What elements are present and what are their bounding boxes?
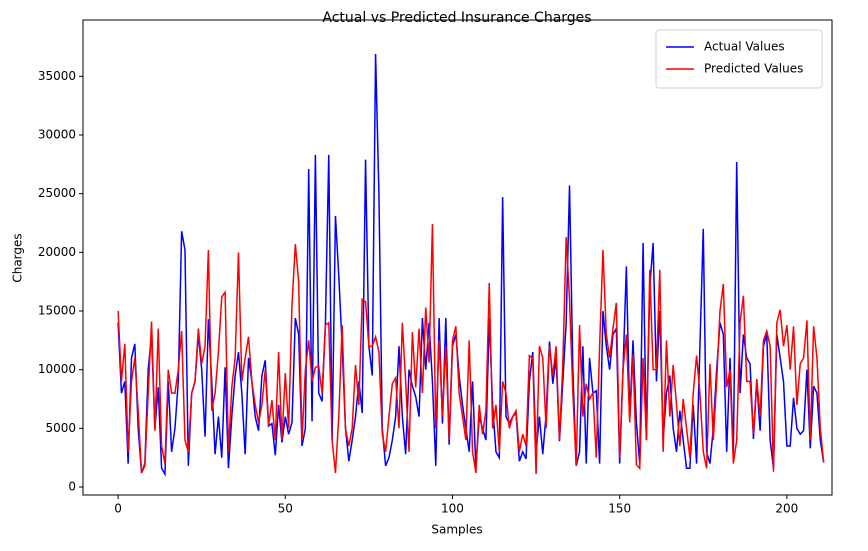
legend-label: Predicted Values [704,62,803,76]
y-tick-label: 25000 [38,186,76,200]
x-tick-label: 150 [608,502,631,516]
y-tick-label: 5000 [45,421,76,435]
chart-title: Actual vs Predicted Insurance Charges [322,10,591,26]
x-axis-label: Samples [431,523,482,537]
x-tick-label: 100 [441,502,464,516]
legend-box [655,29,823,89]
y-tick-label: 10000 [38,362,76,376]
y-tick-label: 30000 [38,127,76,141]
y-tick-label: 20000 [38,245,76,259]
legend-label: Actual Values [704,40,785,54]
data-line [117,224,825,475]
y-tick-label: 15000 [38,304,76,318]
x-tick-label: 50 [278,502,293,516]
plot-frame [82,19,833,496]
x-tick-label: 200 [775,502,798,516]
y-tick-label: 35000 [38,69,76,83]
x-tick-label: 0 [114,502,122,516]
y-axis-label: Charges [11,233,25,282]
y-tick-label: 0 [68,480,76,494]
